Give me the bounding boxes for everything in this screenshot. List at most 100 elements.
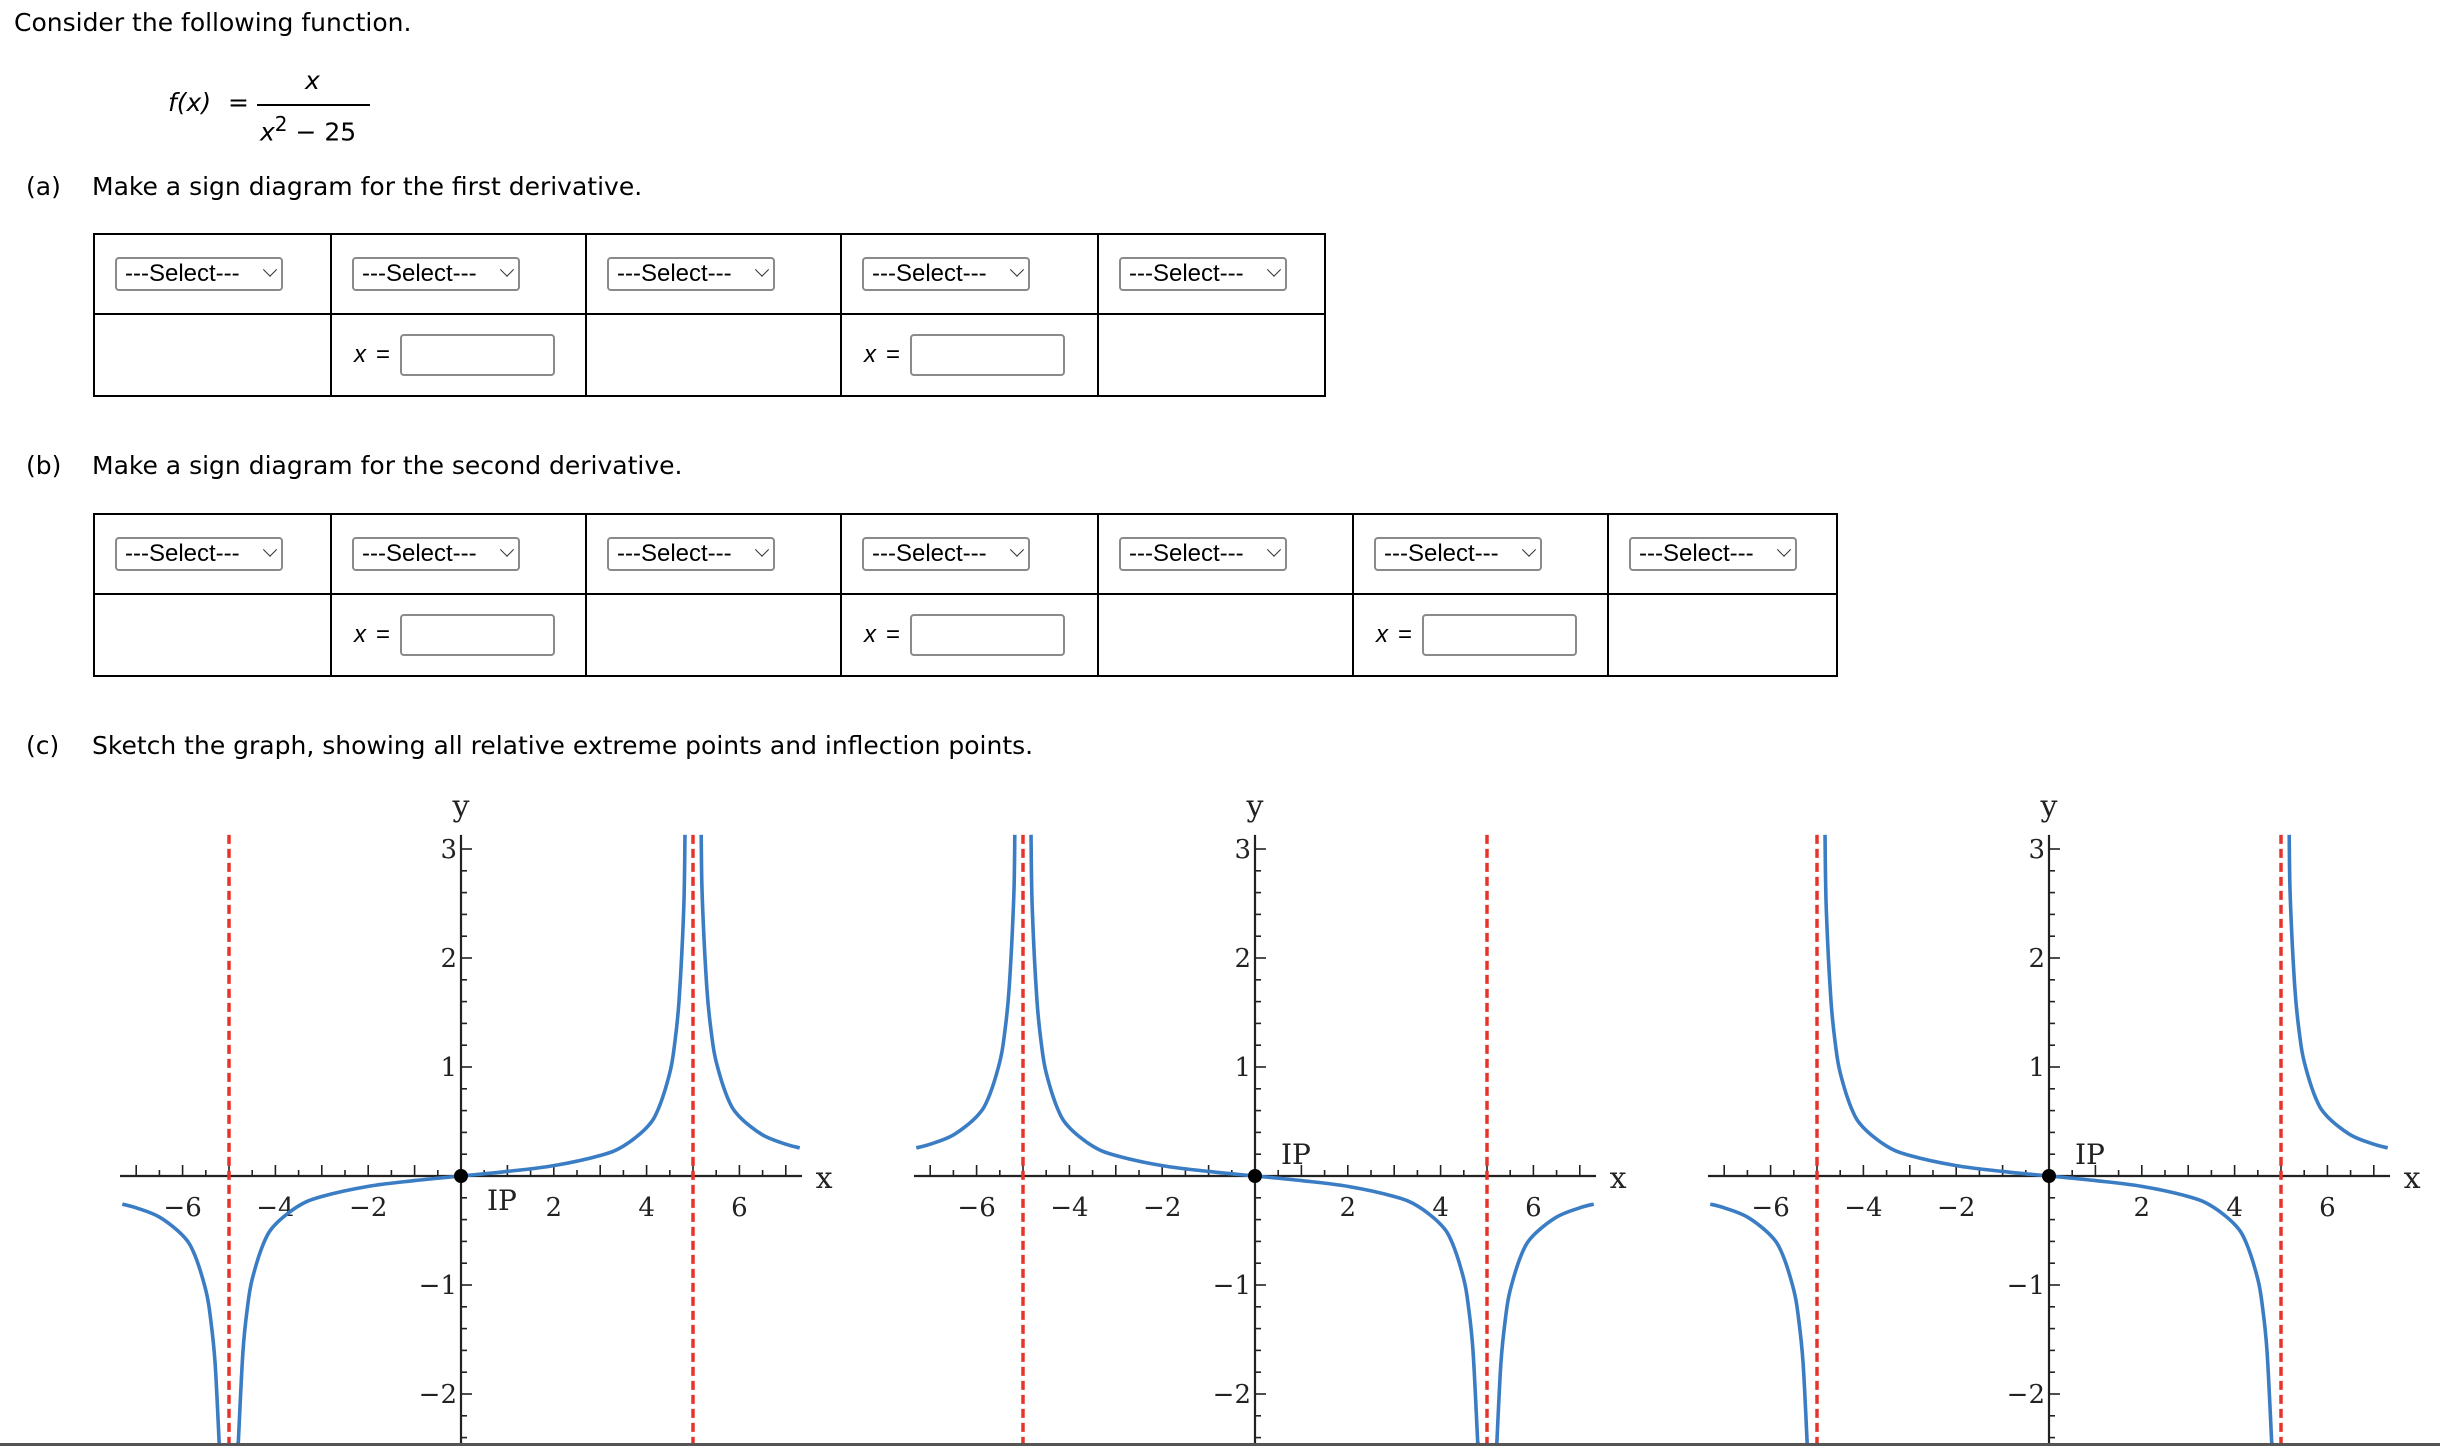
sign-cell: ---Select--- xyxy=(1352,513,1609,595)
x-axis-label: x xyxy=(816,1161,833,1196)
y-tick-label: 2 xyxy=(440,944,457,974)
inflection-point xyxy=(1248,1169,1262,1183)
y-tick-label: −2 xyxy=(419,1380,457,1410)
sign-cell: ---Select--- xyxy=(1097,513,1354,595)
empty-cell xyxy=(585,593,842,677)
sign-select[interactable]: ---Select--- xyxy=(352,537,520,571)
denominator-rest: − 25 xyxy=(287,117,357,147)
graph-option-3[interactable]: −6 −4 −2 2 4 6 −2 −1 1 2 3 y x IP xyxy=(1669,780,2429,1443)
x-tick-label: 4 xyxy=(638,1193,655,1223)
second-derivative-sign-table: ---Select--- ---Select--- ---Select--- -… xyxy=(93,513,1838,677)
critical-x-cell: x = xyxy=(330,593,587,677)
function-curve xyxy=(1709,1202,1809,1443)
sign-select[interactable]: ---Select--- xyxy=(1119,537,1287,571)
x-tick-label: 2 xyxy=(546,1193,563,1223)
y-tick-label: 3 xyxy=(2028,835,2045,865)
graph-option-1[interactable]: −6 −4 −2 2 4 6 −2 −1 1 2 3 y x IP xyxy=(81,780,841,1443)
sign-select[interactable]: ---Select--- xyxy=(1119,257,1287,291)
sign-select[interactable]: ---Select--- xyxy=(607,257,775,291)
numerator: x xyxy=(305,66,320,95)
x-tick-label: −6 xyxy=(163,1193,201,1223)
x-tick-label: 6 xyxy=(731,1193,748,1223)
empty-cell xyxy=(585,313,842,397)
sign-select[interactable]: ---Select--- xyxy=(862,537,1030,571)
chevron-down-icon xyxy=(1009,262,1025,277)
x-tick-label: 4 xyxy=(2226,1193,2243,1223)
x-tick-label: 6 xyxy=(1525,1193,1542,1223)
part-c-label: (c) xyxy=(26,731,60,760)
critical-x-cell: x = xyxy=(1352,593,1609,677)
critical-x-input[interactable] xyxy=(910,334,1066,376)
critical-x-input[interactable] xyxy=(400,334,556,376)
inflection-point-label: IP xyxy=(487,1184,517,1217)
empty-cell xyxy=(1097,593,1354,677)
sign-select[interactable]: ---Select--- xyxy=(1374,537,1542,571)
denominator: x2 − 25 xyxy=(260,112,356,146)
empty-cell xyxy=(93,593,332,677)
part-c-text: Sketch the graph, showing all relative e… xyxy=(92,731,1034,760)
critical-x-cell: x = xyxy=(840,593,1099,677)
x-tick-label: −6 xyxy=(957,1193,995,1223)
function-curve xyxy=(2287,834,2389,1150)
part-a-text: Make a sign diagram for the first deriva… xyxy=(92,172,643,201)
x-label: x xyxy=(354,621,366,648)
y-tick-label: −2 xyxy=(2007,1380,2045,1410)
equals-label: = xyxy=(1398,621,1413,648)
x-tick-label: 6 xyxy=(2319,1193,2336,1223)
y-tick-label: 3 xyxy=(1234,835,1251,865)
intro-text: Consider the following function. xyxy=(14,8,412,37)
sign-select[interactable]: ---Select--- xyxy=(115,537,283,571)
equals-label: = xyxy=(886,341,901,368)
y-axis-label: y xyxy=(2040,789,2058,824)
x-tick-label: −2 xyxy=(1143,1193,1181,1223)
function-curve xyxy=(1495,1202,1595,1443)
sign-cell: ---Select--- xyxy=(585,513,842,595)
sign-cell: ---Select--- xyxy=(1097,233,1326,315)
chevron-down-icon xyxy=(754,262,770,277)
empty-cell xyxy=(1607,593,1838,677)
chevron-down-icon xyxy=(262,542,278,557)
critical-x-cell: x = xyxy=(330,313,587,397)
function-lhs: f(x) xyxy=(168,88,212,117)
y-tick-label: 2 xyxy=(2028,944,2045,974)
sign-select[interactable]: ---Select--- xyxy=(1629,537,1797,571)
x-tick-label: −4 xyxy=(1844,1193,1882,1223)
first-derivative-sign-table: ---Select--- ---Select--- ---Select--- -… xyxy=(93,233,1326,397)
equals-label: = xyxy=(376,341,391,368)
critical-x-cell: x = xyxy=(840,313,1099,397)
sign-select[interactable]: ---Select--- xyxy=(607,537,775,571)
sign-select[interactable]: ---Select--- xyxy=(352,257,520,291)
sign-cell: ---Select--- xyxy=(93,513,332,595)
equals-label: = xyxy=(376,621,391,648)
y-axis-label: y xyxy=(1246,789,1264,824)
inflection-point-label: IP xyxy=(1281,1138,1311,1171)
x-tick-label: −2 xyxy=(349,1193,387,1223)
empty-cell xyxy=(1097,313,1326,397)
y-tick-label: 2 xyxy=(1234,944,1251,974)
equals-label: = xyxy=(886,621,901,648)
sign-select[interactable]: ---Select--- xyxy=(862,257,1030,291)
x-tick-label: −4 xyxy=(256,1193,294,1223)
y-tick-label: 1 xyxy=(1234,1053,1251,1083)
x-tick-label: −6 xyxy=(1751,1193,1789,1223)
y-tick-label: −1 xyxy=(419,1271,457,1301)
y-tick-label: −1 xyxy=(1213,1271,1251,1301)
sign-cell: ---Select--- xyxy=(840,233,1099,315)
critical-x-input[interactable] xyxy=(910,614,1066,656)
sign-cell: ---Select--- xyxy=(330,513,587,595)
part-a-heading: (a) Make a sign diagram for the first der… xyxy=(26,172,642,201)
x-label: x xyxy=(1376,621,1388,648)
sign-cell: ---Select--- xyxy=(840,513,1099,595)
sign-select[interactable]: ---Select--- xyxy=(115,257,283,291)
critical-x-input[interactable] xyxy=(400,614,556,656)
x-axis-label: x xyxy=(1610,1161,1627,1196)
empty-cell xyxy=(93,313,332,397)
fraction-bar xyxy=(257,104,370,106)
graph-option-2[interactable]: −6 −4 −2 2 4 6 −2 −1 1 2 3 y x IP xyxy=(875,780,1635,1443)
y-axis-label: y xyxy=(452,789,470,824)
x-axis-label: x xyxy=(2404,1161,2421,1196)
x-tick-label: −4 xyxy=(1050,1193,1088,1223)
critical-x-input[interactable] xyxy=(1422,614,1578,656)
inflection-point xyxy=(454,1169,468,1183)
inflection-point-label: IP xyxy=(2075,1138,2105,1171)
